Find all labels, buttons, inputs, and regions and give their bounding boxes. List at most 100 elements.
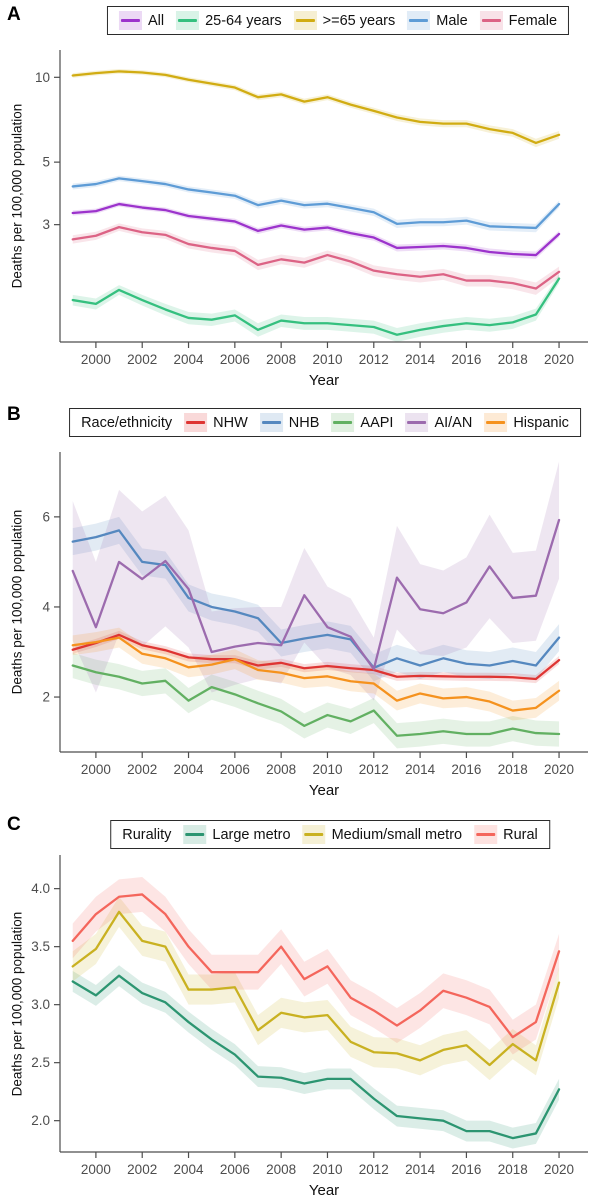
panel-c: C Rurality Large metro Medium/small metro R… — [0, 800, 600, 1200]
series-line-medium-small-metro — [71, 910, 561, 1067]
x-tick-label: 2000 — [81, 352, 111, 367]
legend-label: Female — [508, 12, 558, 29]
legend-label: AI/AN — [434, 414, 473, 431]
series-line-large-metro — [71, 974, 561, 1140]
legend-item-aapi: AAPI — [331, 413, 393, 432]
series-line-hispanic — [71, 636, 561, 712]
y-tick-label: 5 — [42, 155, 50, 170]
series-lines — [71, 518, 561, 737]
x-tick-label: 2018 — [498, 762, 528, 777]
x-tick-label: 2020 — [544, 352, 574, 367]
legend-label: NHB — [288, 414, 320, 431]
legend-key-line-icon — [304, 833, 324, 836]
legend-key-icon — [331, 413, 355, 432]
y-tick-label: 2.0 — [31, 1113, 50, 1128]
panel-b-letter: B — [7, 404, 21, 425]
legend-label: NHW — [213, 414, 248, 431]
panel-a: A All 25-64 years >=65 years Male Female Dea… — [0, 0, 600, 400]
y-tick-label: 10 — [35, 70, 50, 85]
legend-item-medium-small-metro: Medium/small metro — [302, 825, 463, 844]
panel-a-letter: A — [7, 4, 21, 25]
panel-c-letter: C — [7, 814, 21, 835]
x-tick-label: 2012 — [359, 1162, 389, 1177]
legend-key-line-icon — [295, 19, 315, 22]
x-tick-label: 2006 — [220, 352, 250, 367]
ci-band-65-years — [72, 69, 560, 148]
y-tick-label: 4.0 — [31, 881, 50, 896]
x-tick-label: 2014 — [405, 1162, 436, 1177]
legend-item-nhw: NHW — [184, 413, 248, 432]
y-tick-label: 4 — [42, 599, 50, 614]
x-tick-label: 2018 — [498, 352, 528, 367]
legend-label: Male — [436, 12, 468, 29]
x-tick-label: 2002 — [127, 762, 157, 777]
legend-item-ai-an: AI/AN — [405, 413, 472, 432]
x-tick-label: 2012 — [359, 352, 389, 367]
ci-band-rural — [72, 877, 560, 1055]
legend-key-icon — [293, 11, 317, 30]
y-tick-label: 3 — [42, 217, 50, 232]
legend-key-icon — [405, 413, 429, 432]
legend-title: Rurality — [122, 826, 172, 843]
legend-key-icon — [474, 825, 498, 844]
legend-label: Rural — [503, 826, 538, 843]
x-tick-label: 2010 — [312, 1162, 342, 1177]
series-line-all — [71, 202, 561, 257]
series-line-aapi — [71, 664, 561, 737]
y-tick-label: 6 — [42, 509, 50, 524]
legend-label: Medium/small metro — [331, 826, 463, 843]
series-line-25-64-years — [71, 277, 561, 336]
x-tick-label: 2002 — [127, 352, 157, 367]
x-tick-label: 2020 — [544, 1162, 574, 1177]
legend-item-large-metro: Large metro — [183, 825, 291, 844]
legend-item-female: Female — [479, 11, 558, 30]
panel-a-legend: All 25-64 years >=65 years Male Female — [106, 6, 570, 35]
panel-b-y-axis-title: Deaths per 100,000 population — [9, 509, 25, 695]
legend-label: 25-64 years — [205, 12, 282, 29]
legend-key-line-icon — [409, 19, 429, 22]
x-tick-label: 2016 — [451, 1162, 481, 1177]
legend-key-line-icon — [481, 19, 501, 22]
legend-key-line-icon — [178, 19, 198, 22]
x-tick-label: 2008 — [266, 352, 296, 367]
legend-key-icon — [176, 11, 200, 30]
legend-key-line-icon — [486, 421, 506, 424]
x-tick-label: 2000 — [81, 762, 111, 777]
panel-c-y-axis-title: Deaths per 100,000 population — [9, 911, 25, 1097]
legend-key-line-icon — [186, 421, 206, 424]
series-line-65-years — [71, 70, 561, 145]
x-tick-label: 2008 — [266, 762, 296, 777]
legend-key-icon — [183, 825, 207, 844]
legend-key-icon — [407, 11, 431, 30]
legend-key-icon — [484, 413, 508, 432]
x-tick-label: 2006 — [220, 762, 250, 777]
legend-key-icon — [259, 413, 283, 432]
legend-item-hispanic: Hispanic — [484, 413, 569, 432]
ci-band-ai-an — [72, 461, 560, 701]
legend-item-65-years: >=65 years — [293, 11, 395, 30]
series-line-female — [71, 225, 561, 290]
panel-c-chart-svg: 2.0 2.5 3.0 3.5 4.0 2000 2002 2004 2006 2008 2010 2… — [31, 855, 588, 1199]
legend-label: Hispanic — [513, 414, 569, 431]
legend-key-line-icon — [333, 421, 353, 424]
x-tick-label: 2006 — [220, 1162, 250, 1177]
x-tick-label: 2010 — [312, 352, 342, 367]
legend-label: AAPI — [360, 414, 394, 431]
series-lines — [71, 70, 561, 336]
legend-key-line-icon — [120, 19, 140, 22]
y-tick-label: 3.0 — [31, 997, 50, 1012]
panel-a-y-axis-title: Deaths per 100,000 population — [9, 103, 25, 289]
x-tick-label: 2016 — [451, 762, 481, 777]
legend-key-icon — [118, 11, 142, 30]
panel-a-chart-svg: 3 5 10 2000 2002 2004 2006 2008 2010 2012 2014 2016… — [35, 50, 588, 389]
x-tick-label: 2004 — [174, 762, 205, 777]
legend-key-line-icon — [476, 833, 496, 836]
series-line-rural — [71, 893, 561, 1039]
x-tick-label: 2014 — [405, 352, 436, 367]
axes — [54, 452, 588, 758]
x-tick-label: 2018 — [498, 1162, 528, 1177]
x-tick-label: 2004 — [174, 352, 205, 367]
x-axis-title: Year — [309, 1182, 339, 1199]
x-tick-label: 2014 — [405, 762, 436, 777]
x-tick-label: 2004 — [174, 1162, 205, 1177]
